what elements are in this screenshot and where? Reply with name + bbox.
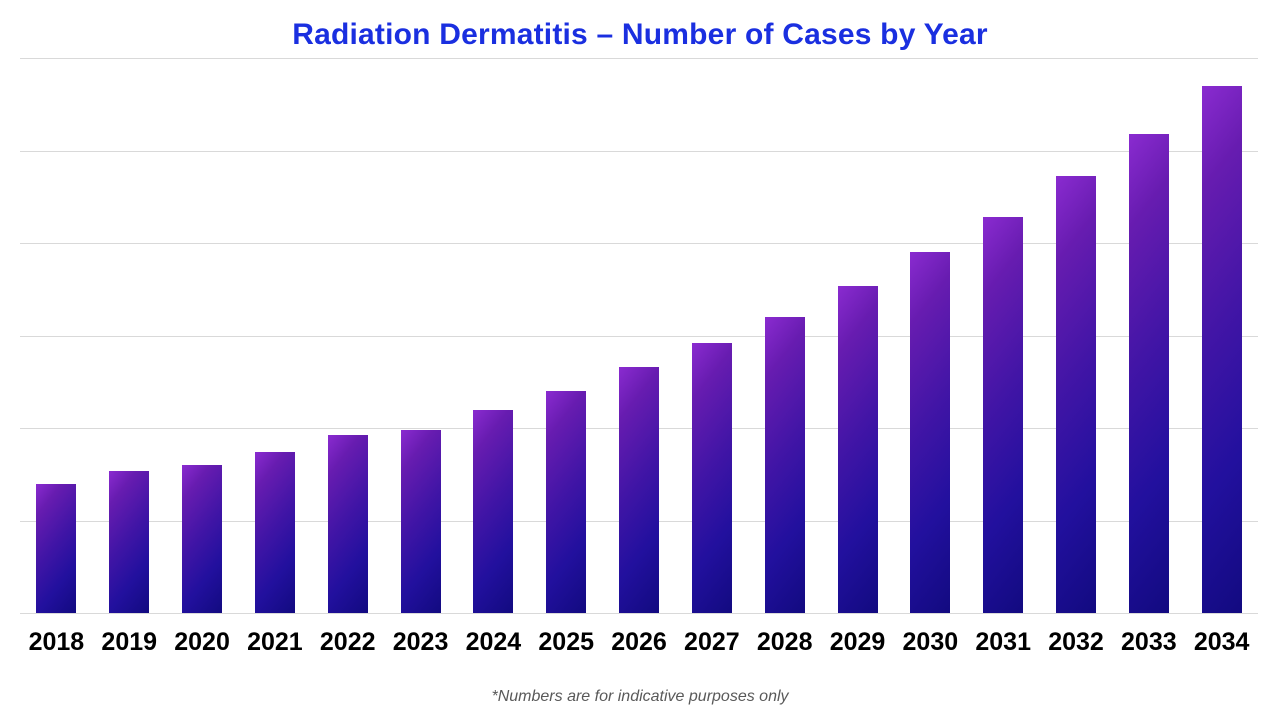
bars-row xyxy=(20,58,1258,613)
x-axis-label-2022: 2022 xyxy=(319,628,376,656)
x-axis-label-2023: 2023 xyxy=(392,628,449,656)
x-axis-label-2030: 2030 xyxy=(902,628,959,656)
gridline xyxy=(20,243,1258,244)
bar-2027 xyxy=(691,342,732,613)
bar-cell-2033 xyxy=(1112,58,1185,613)
bar-cell-2026 xyxy=(603,58,676,613)
bar-cell-2031 xyxy=(967,58,1040,613)
x-axis-baseline xyxy=(20,613,1258,614)
bar-2019 xyxy=(109,470,150,613)
bar-2025 xyxy=(546,391,587,613)
bar-cell-2032 xyxy=(1040,58,1113,613)
bar-2018 xyxy=(36,483,77,613)
bar-cell-2022 xyxy=(311,58,384,613)
footnote: *Numbers are for indicative purposes onl… xyxy=(491,688,789,705)
x-axis-label-2026: 2026 xyxy=(611,628,667,656)
x-axis-label-2029: 2029 xyxy=(829,628,886,656)
x-axis-labels-row: 2018 2019 2020 2021 2022 2023 2024 2025 2026 2027… xyxy=(20,628,1258,657)
x-axis-label-2033: 2033 xyxy=(1121,628,1177,656)
x-axis-label-2024: 2024 xyxy=(465,628,522,656)
x-axis-label-2018: 2018 xyxy=(28,628,85,656)
bar-cell-2018 xyxy=(20,58,93,613)
bar-2032 xyxy=(1056,176,1096,613)
bar-2034 xyxy=(1201,85,1242,613)
bar-2030 xyxy=(910,252,951,613)
x-axis-label-2027: 2027 xyxy=(684,628,740,656)
x-axis-label-2032: 2032 xyxy=(1048,628,1104,656)
x-axis-label-2021: 2021 xyxy=(247,628,303,656)
bar-cell-2021 xyxy=(238,58,311,613)
x-axis-label-2025: 2025 xyxy=(538,628,595,656)
bar-2031 xyxy=(983,217,1024,613)
bar-2023 xyxy=(400,429,441,613)
x-axis-label-2020: 2020 xyxy=(174,628,230,656)
bar-cell-2024 xyxy=(457,58,530,613)
x-axis-label-2019: 2019 xyxy=(101,628,158,656)
bar-2029 xyxy=(837,285,878,613)
bar-cell-2023 xyxy=(384,58,457,613)
bar-2024 xyxy=(473,409,514,613)
bar-2026 xyxy=(619,366,660,613)
bar-cell-2029 xyxy=(821,58,894,613)
x-axis-label-2034: 2034 xyxy=(1193,628,1250,656)
bar-cell-2030 xyxy=(894,58,967,613)
bar-2021 xyxy=(254,452,295,613)
bar-cell-2025 xyxy=(530,58,603,613)
bar-2033 xyxy=(1128,133,1169,613)
chart-title: Radiation Dermatitis – Number of Cases b… xyxy=(292,18,988,51)
gridline xyxy=(20,58,1258,59)
gridline xyxy=(20,150,1258,152)
plot-area xyxy=(20,58,1258,614)
bar-cell-2028 xyxy=(748,58,821,613)
gridline xyxy=(20,335,1258,337)
bar-cell-2020 xyxy=(166,58,239,613)
bar-cell-2019 xyxy=(93,58,166,613)
bar-2022 xyxy=(327,435,368,613)
bar-2020 xyxy=(182,465,223,613)
x-axis-label-2028: 2028 xyxy=(756,628,813,656)
bar-2028 xyxy=(764,317,805,613)
x-axis-label-2031: 2031 xyxy=(975,628,1031,656)
bar-cell-2027 xyxy=(675,58,748,613)
bar-cell-2034 xyxy=(1185,58,1258,613)
